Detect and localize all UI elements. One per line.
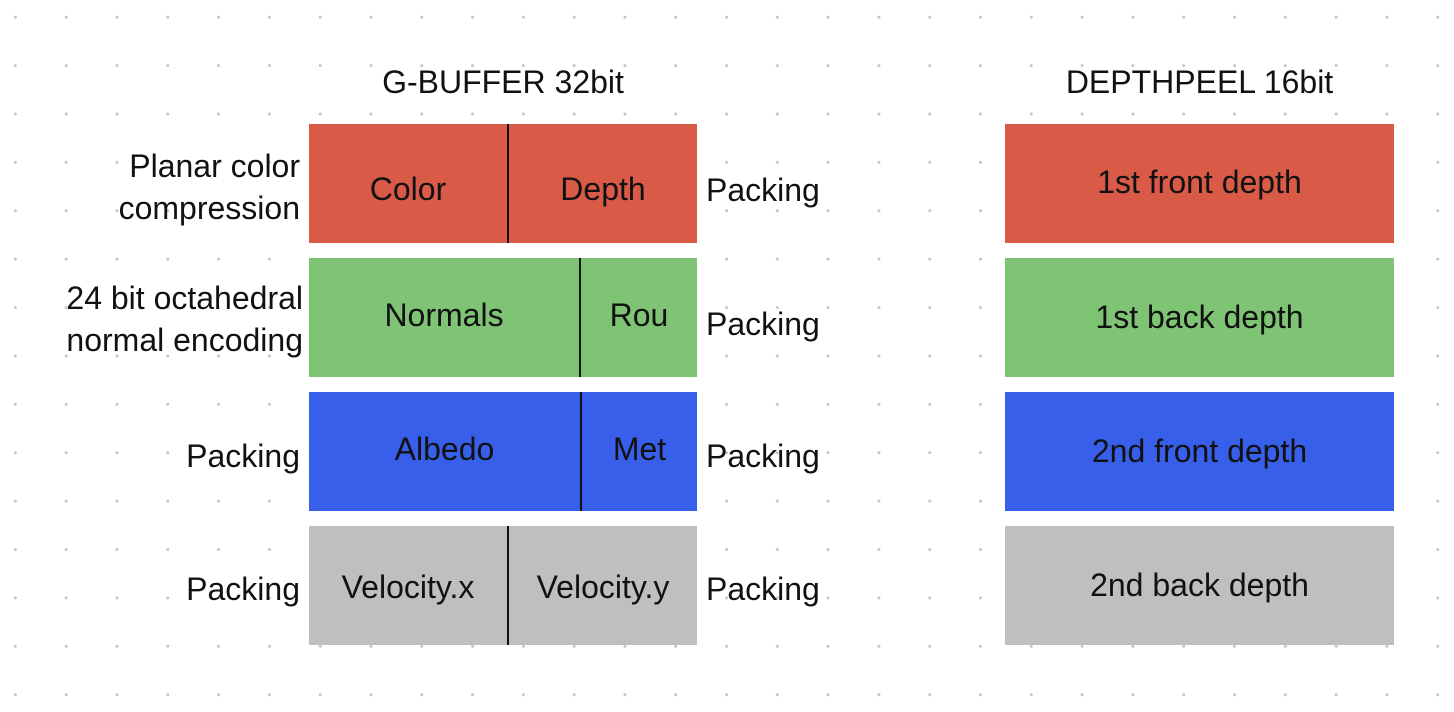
gbuffer-cell-normals: Normals xyxy=(384,297,504,333)
gbuffer-row-3-left-label: Packing xyxy=(186,438,300,474)
depthpeel-row-3: 2nd front depth xyxy=(1005,392,1394,511)
gbuffer-title: G-BUFFER 32bit xyxy=(382,64,624,100)
depthpeel-row-4: 2nd back depth xyxy=(1005,526,1394,645)
gbuffer-row-1: Color Depth xyxy=(309,124,697,243)
gbuffer-cell-velocity-y: Velocity.y xyxy=(507,526,697,645)
gbuffer-row-2-left-label: 24 bit octahedral normal encoding xyxy=(66,280,303,358)
gbuffer-row-1-right-label: Packing xyxy=(706,172,820,208)
gbuffer-cell-albedo: Albedo xyxy=(394,431,495,467)
gbuffer-row-3: Albedo Met xyxy=(309,392,697,511)
gbuffer-row-4-left-label: Packing xyxy=(186,571,300,607)
gbuffer-row-2: Normals Rou xyxy=(309,258,697,377)
gbuffer-cell-roughness: Rou xyxy=(579,258,697,377)
gbuffer-row-2-right-label: Packing xyxy=(706,306,820,342)
gbuffer-cell-metallic: Met xyxy=(580,392,697,511)
gbuffer-row-4-right-label: Packing xyxy=(706,571,820,607)
gbuffer-cell-color: Color xyxy=(369,171,447,207)
gbuffer-cell-depth: Depth xyxy=(507,124,697,243)
gbuffer-row-3-right-label: Packing xyxy=(706,438,820,474)
gbuffer-row-4: Velocity.x Velocity.y xyxy=(309,526,697,645)
depthpeel-title: DEPTHPEEL 16bit xyxy=(1065,64,1334,100)
gbuffer-cell-velocity-x: Velocity.x xyxy=(341,569,475,605)
depthpeel-row-1: 1st front depth xyxy=(1005,124,1394,243)
gbuffer-row-1-left-label: Planar color compression xyxy=(118,148,300,226)
depthpeel-row-2: 1st back depth xyxy=(1005,258,1394,377)
